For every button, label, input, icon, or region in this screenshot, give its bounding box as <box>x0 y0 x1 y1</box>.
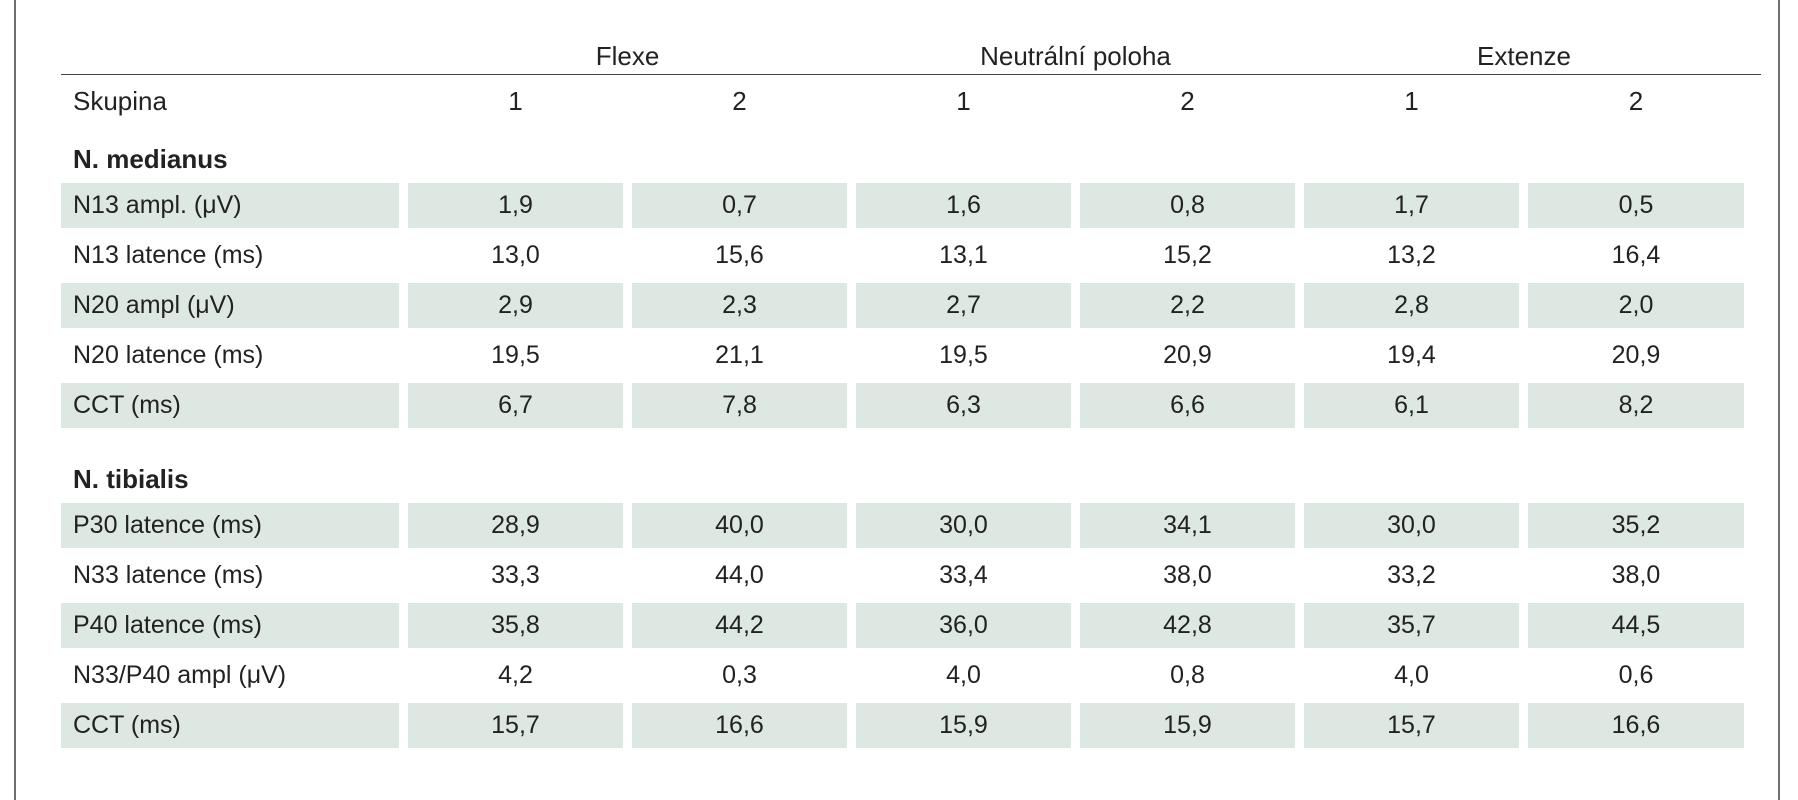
table-cell: 4,0 <box>1394 661 1429 689</box>
table-cell: 13,2 <box>1387 241 1436 269</box>
table-cell: 38,0 <box>1611 561 1661 589</box>
subcolumn-header: 2 <box>1180 85 1195 116</box>
subheader-row: Skupina 1 2 1 2 1 2 <box>61 75 1761 127</box>
table-cell: 2,3 <box>632 283 847 328</box>
subcolumn-header: 1 <box>1404 85 1419 116</box>
table-cell: 8,2 <box>1528 383 1744 428</box>
table-cell: 0,8 <box>1080 183 1295 228</box>
row-label: N13 latence (ms) <box>73 241 264 269</box>
table-cell: 0,7 <box>632 183 847 228</box>
table-cell: 7,8 <box>632 383 847 428</box>
table-cell: 0,5 <box>1528 183 1744 228</box>
table-cell: 30,0 <box>856 503 1071 548</box>
table-row: P40 latence (ms) 35,8 44,2 36,0 42,8 35,… <box>61 603 1761 648</box>
table-cell: 13,1 <box>939 241 988 269</box>
table-cell: 15,7 <box>408 703 623 748</box>
table-cell: 15,9 <box>856 703 1071 748</box>
table-cell: 30,0 <box>1304 503 1519 548</box>
table-cell: 2,8 <box>1304 283 1519 328</box>
table-cell: 44,0 <box>715 561 764 589</box>
subcolumn-header: 1 <box>956 85 971 116</box>
table-cell: 15,6 <box>715 241 764 269</box>
table-row: N13 ampl. (μV) 1,9 0,7 1,6 0,8 1,7 0,5 <box>61 183 1761 228</box>
group-header-empty <box>61 34 399 74</box>
row-label: N33/P40 ampl (μV) <box>73 661 287 689</box>
table-row: N20 ampl (μV) 2,9 2,3 2,7 2,2 2,8 2,0 <box>61 283 1761 328</box>
table-cell: 2,9 <box>408 283 623 328</box>
table-cell: 19,5 <box>939 341 988 369</box>
table-cell: 35,7 <box>1304 603 1519 648</box>
table-cell: 19,4 <box>1387 341 1436 369</box>
table-row: CCT (ms) 6,7 7,8 6,3 6,6 6,1 8,2 <box>61 383 1761 428</box>
table-cell: 1,6 <box>856 183 1071 228</box>
table-row: P30 latence (ms) 28,9 40,0 30,0 34,1 30,… <box>61 503 1761 548</box>
table-row: N33 latence (ms) 33,3 44,0 33,4 38,0 33,… <box>61 553 1761 598</box>
row-label: N20 latence (ms) <box>73 341 264 369</box>
table-cell: 21,1 <box>715 341 764 369</box>
table-cell: 20,9 <box>1163 341 1212 369</box>
group-header-extenze: Extenze <box>1477 41 1571 71</box>
section-gap <box>61 433 1761 451</box>
table-cell: 15,2 <box>1163 241 1212 269</box>
table-cell: 4,0 <box>946 661 981 689</box>
table-cell: 4,2 <box>498 661 533 689</box>
table-row: N20 latence (ms) 19,5 21,1 19,5 20,9 19,… <box>61 333 1761 378</box>
table-row: N13 latence (ms) 13,0 15,6 13,1 15,2 13,… <box>61 233 1761 278</box>
table-cell: 28,9 <box>408 503 623 548</box>
table-cell: 6,7 <box>408 383 623 428</box>
section-title-tibialis: N. tibialis <box>73 464 189 494</box>
table-cell: 1,7 <box>1304 183 1519 228</box>
table-cell: 35,8 <box>408 603 623 648</box>
group-header-flexe: Flexe <box>595 41 660 71</box>
table-cell: 2,7 <box>856 283 1071 328</box>
table-cell: 36,0 <box>856 603 1071 648</box>
table-cell: 1,9 <box>408 183 623 228</box>
row-label: P40 latence (ms) <box>61 603 399 648</box>
table-cell: 44,5 <box>1528 603 1744 648</box>
table-row: N33/P40 ampl (μV) 4,2 0,3 4,0 0,8 4,0 0,… <box>61 653 1761 698</box>
table-cell: 15,9 <box>1080 703 1295 748</box>
section-title-medianus: N. medianus <box>73 144 228 174</box>
table-row: CCT (ms) 15,7 16,6 15,9 15,9 15,7 16,6 <box>61 703 1761 748</box>
row-label-header: Skupina <box>73 85 167 116</box>
table-cell: 2,0 <box>1528 283 1744 328</box>
table-cell: 16,4 <box>1611 241 1661 269</box>
group-header-neutral: Neutrální poloha <box>980 41 1171 71</box>
table-cell: 34,1 <box>1080 503 1295 548</box>
table-cell: 33,2 <box>1387 561 1436 589</box>
table-cell: 2,2 <box>1080 283 1295 328</box>
table-cell: 38,0 <box>1163 561 1212 589</box>
table-cell: 13,0 <box>491 241 540 269</box>
table-cell: 16,6 <box>632 703 847 748</box>
table-cell: 19,5 <box>491 341 540 369</box>
data-table: Flexe Neutrální poloha Extenze Skupina 1… <box>61 34 1761 753</box>
table-cell: 0,3 <box>722 661 757 689</box>
table-cell: 0,6 <box>1618 661 1654 689</box>
table-cell: 33,4 <box>939 561 988 589</box>
subcolumn-header: 2 <box>732 85 747 116</box>
row-label: CCT (ms) <box>61 383 399 428</box>
row-label: P30 latence (ms) <box>61 503 399 548</box>
table-cell: 20,9 <box>1611 341 1661 369</box>
table-cell: 0,8 <box>1170 661 1205 689</box>
table-cell: 42,8 <box>1080 603 1295 648</box>
subcolumn-header: 1 <box>508 85 523 116</box>
table-cell: 35,2 <box>1528 503 1744 548</box>
row-label: N13 ampl. (μV) <box>61 183 399 228</box>
row-label: CCT (ms) <box>61 703 399 748</box>
table-cell: 6,3 <box>856 383 1071 428</box>
row-label: N20 ampl (μV) <box>61 283 399 328</box>
subcolumn-header: 2 <box>1628 85 1644 116</box>
table-cell: 6,6 <box>1080 383 1295 428</box>
table-cell: 33,3 <box>491 561 540 589</box>
table-cell: 44,2 <box>632 603 847 648</box>
table-cell: 40,0 <box>632 503 847 548</box>
table-cell: 15,7 <box>1304 703 1519 748</box>
group-header-row: Flexe Neutrální poloha Extenze <box>61 34 1761 75</box>
table-cell: 6,1 <box>1304 383 1519 428</box>
row-label: N33 latence (ms) <box>73 561 264 589</box>
table-cell: 16,6 <box>1528 703 1744 748</box>
table-frame: Flexe Neutrální poloha Extenze Skupina 1… <box>14 0 1780 800</box>
